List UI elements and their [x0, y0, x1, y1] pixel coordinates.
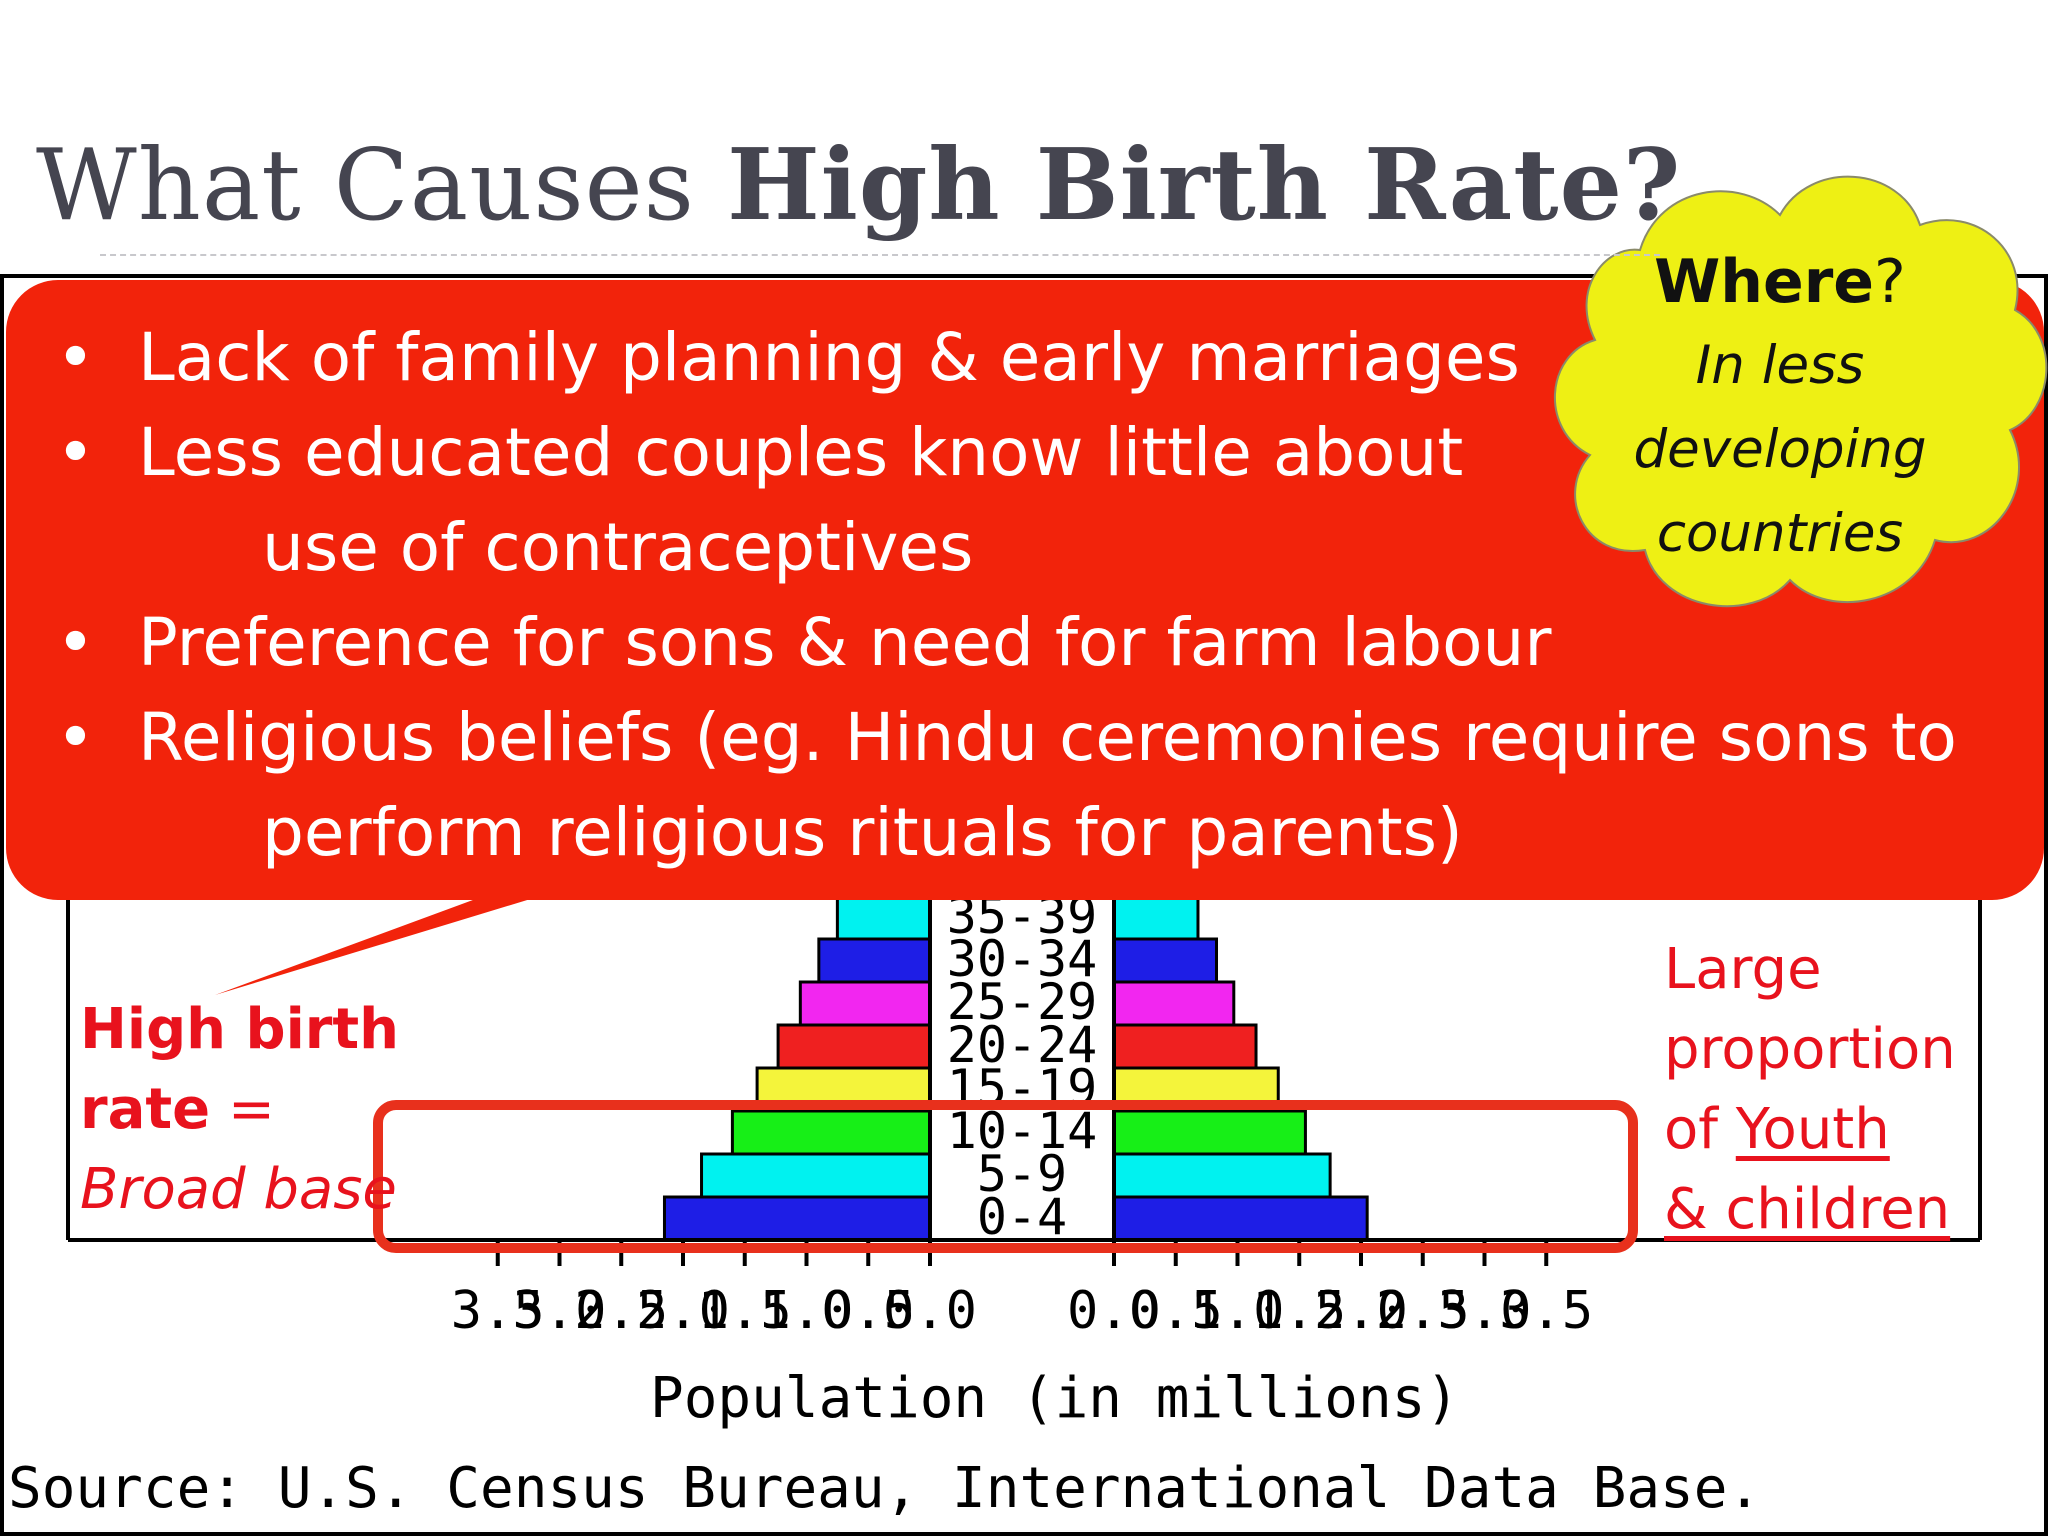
bar-right	[1112, 1109, 1307, 1156]
cloud-heading: Where?	[1580, 240, 1980, 324]
note-text: =	[210, 1077, 275, 1142]
x-tick-label: 0.5	[1129, 1281, 1223, 1341]
x-tick-label: 1.5	[698, 1281, 792, 1341]
x-tick-label: 3.0	[513, 1281, 607, 1341]
x-axis-title: Population (in millions)	[650, 1366, 1460, 1431]
bullet-item: • Preference for sons & need for farm lab…	[52, 595, 1972, 690]
bar-right	[1112, 937, 1219, 984]
bar-right	[1112, 1195, 1369, 1242]
bar-right	[1112, 1023, 1258, 1070]
title-divider	[100, 254, 1660, 256]
cloud-heading-mark: ?	[1874, 247, 1906, 317]
note-line: rate =	[80, 1070, 399, 1150]
bar-right	[1112, 980, 1236, 1027]
cloud-line: developing	[1633, 419, 1927, 480]
age-label: 5-9	[977, 1145, 1067, 1203]
note-line: Large	[1664, 937, 1822, 1002]
source-note: Source: U.S. Census Bureau, Internationa…	[8, 1456, 1762, 1521]
bullet-dot: •	[56, 414, 95, 491]
broad-base-note: High birth rate = Broad base	[80, 990, 399, 1230]
age-label: 0-4	[977, 1188, 1067, 1246]
bullet-continuation: use of contraceptives	[262, 509, 974, 586]
note-line: proportion	[1664, 1017, 1956, 1082]
bullet-text: Less educated couples know little about	[138, 414, 1464, 491]
x-tick-label: 3.0	[1438, 1281, 1532, 1341]
x-tick-label: 1.0	[1191, 1281, 1285, 1341]
x-tick-label: 0.0	[883, 1281, 977, 1341]
x-tick-label: 3.5	[451, 1281, 545, 1341]
bubble-body	[6, 280, 2044, 900]
age-label: 30-34	[947, 930, 1098, 988]
causes-list: • Lack of family planning & early marriag…	[52, 310, 1972, 880]
bullet-dot: •	[56, 699, 95, 776]
bar-left	[776, 1023, 932, 1070]
x-tick-label: 2.0	[636, 1281, 730, 1341]
x-tick-label: 2.0	[1314, 1281, 1408, 1341]
bar-right	[1112, 1152, 1332, 1199]
bar-left	[730, 1109, 932, 1156]
x-tick-label: 0.0	[1067, 1281, 1161, 1341]
bullet-item: • Lack of family planning & early marriag…	[52, 310, 1972, 405]
bar-left	[798, 980, 932, 1027]
bullet-dot: •	[56, 604, 95, 681]
x-tick-label: 2.5	[1376, 1281, 1470, 1341]
note-line: Broad base	[80, 1157, 397, 1222]
note-bold: rate	[80, 1077, 211, 1142]
bullet-text: Lack of family planning & early marriage…	[138, 319, 1520, 396]
age-label: 20-24	[947, 1016, 1098, 1074]
cloud-line: countries	[1656, 503, 1904, 564]
youth-highlight-box	[373, 1100, 1638, 1253]
bubble-tail	[215, 890, 560, 995]
cloud-heading-word: Where	[1654, 247, 1874, 317]
where-cloud	[1554, 175, 2048, 608]
x-tick-label: 1.0	[760, 1281, 854, 1341]
x-tick-label: 3.5	[1499, 1281, 1593, 1341]
slide-title: What Causes High Birth Rate?	[36, 128, 1681, 243]
note-text: of	[1664, 1097, 1736, 1162]
x-tick-label: 2.5	[574, 1281, 668, 1341]
bar-left	[700, 1152, 932, 1199]
title-bold: High Birth Rate?	[727, 128, 1682, 243]
cloud-text: Where? In less developing countries	[1580, 240, 1980, 576]
speech-bubble	[6, 280, 2044, 995]
x-tick-label: 1.5	[1252, 1281, 1346, 1341]
title-prefix: What Causes	[36, 129, 728, 243]
bullet-item: • Less educated couples know little about	[52, 405, 1972, 500]
note-line: & children	[1664, 1177, 1951, 1242]
bar-right	[1112, 894, 1200, 941]
note-underlined: Youth	[1735, 1097, 1890, 1162]
bullet-text: Religious beliefs (eg. Hindu ceremonies …	[138, 699, 1957, 776]
youth-note: Large proportion of Youth & children	[1664, 930, 1956, 1250]
note-line: of Youth	[1664, 1090, 1956, 1170]
bar-left	[662, 1195, 932, 1242]
bar-left	[817, 937, 932, 984]
chart-frame	[0, 274, 2048, 1536]
age-label: 10-14	[947, 1102, 1098, 1160]
x-tick-label: 0.5	[821, 1281, 915, 1341]
bar-left	[835, 894, 932, 941]
bullet-item: • Religious beliefs (eg. Hindu ceremonies…	[52, 690, 1972, 785]
bullet-text: Preference for sons & need for farm labo…	[138, 604, 1552, 681]
bullet-dot: •	[56, 319, 95, 396]
population-pyramid: 0-45-910-1415-1920-2425-2930-3435-393.53…	[66, 830, 1982, 1341]
cloud-line: In less	[1695, 335, 1865, 396]
note-line: High birth	[80, 997, 400, 1062]
bullet-continuation: perform religious rituals for parents)	[262, 794, 1463, 871]
age-label: 25-29	[947, 973, 1098, 1031]
